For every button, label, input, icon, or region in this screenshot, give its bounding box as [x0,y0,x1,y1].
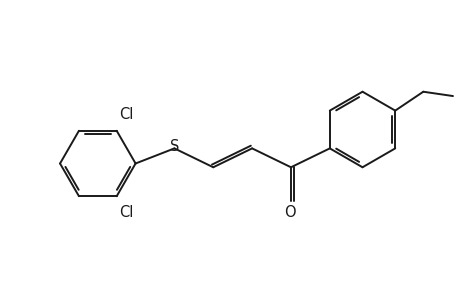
Text: Cl: Cl [119,107,133,122]
Text: S: S [169,139,179,154]
Text: O: O [284,205,295,220]
Text: Cl: Cl [119,205,133,220]
